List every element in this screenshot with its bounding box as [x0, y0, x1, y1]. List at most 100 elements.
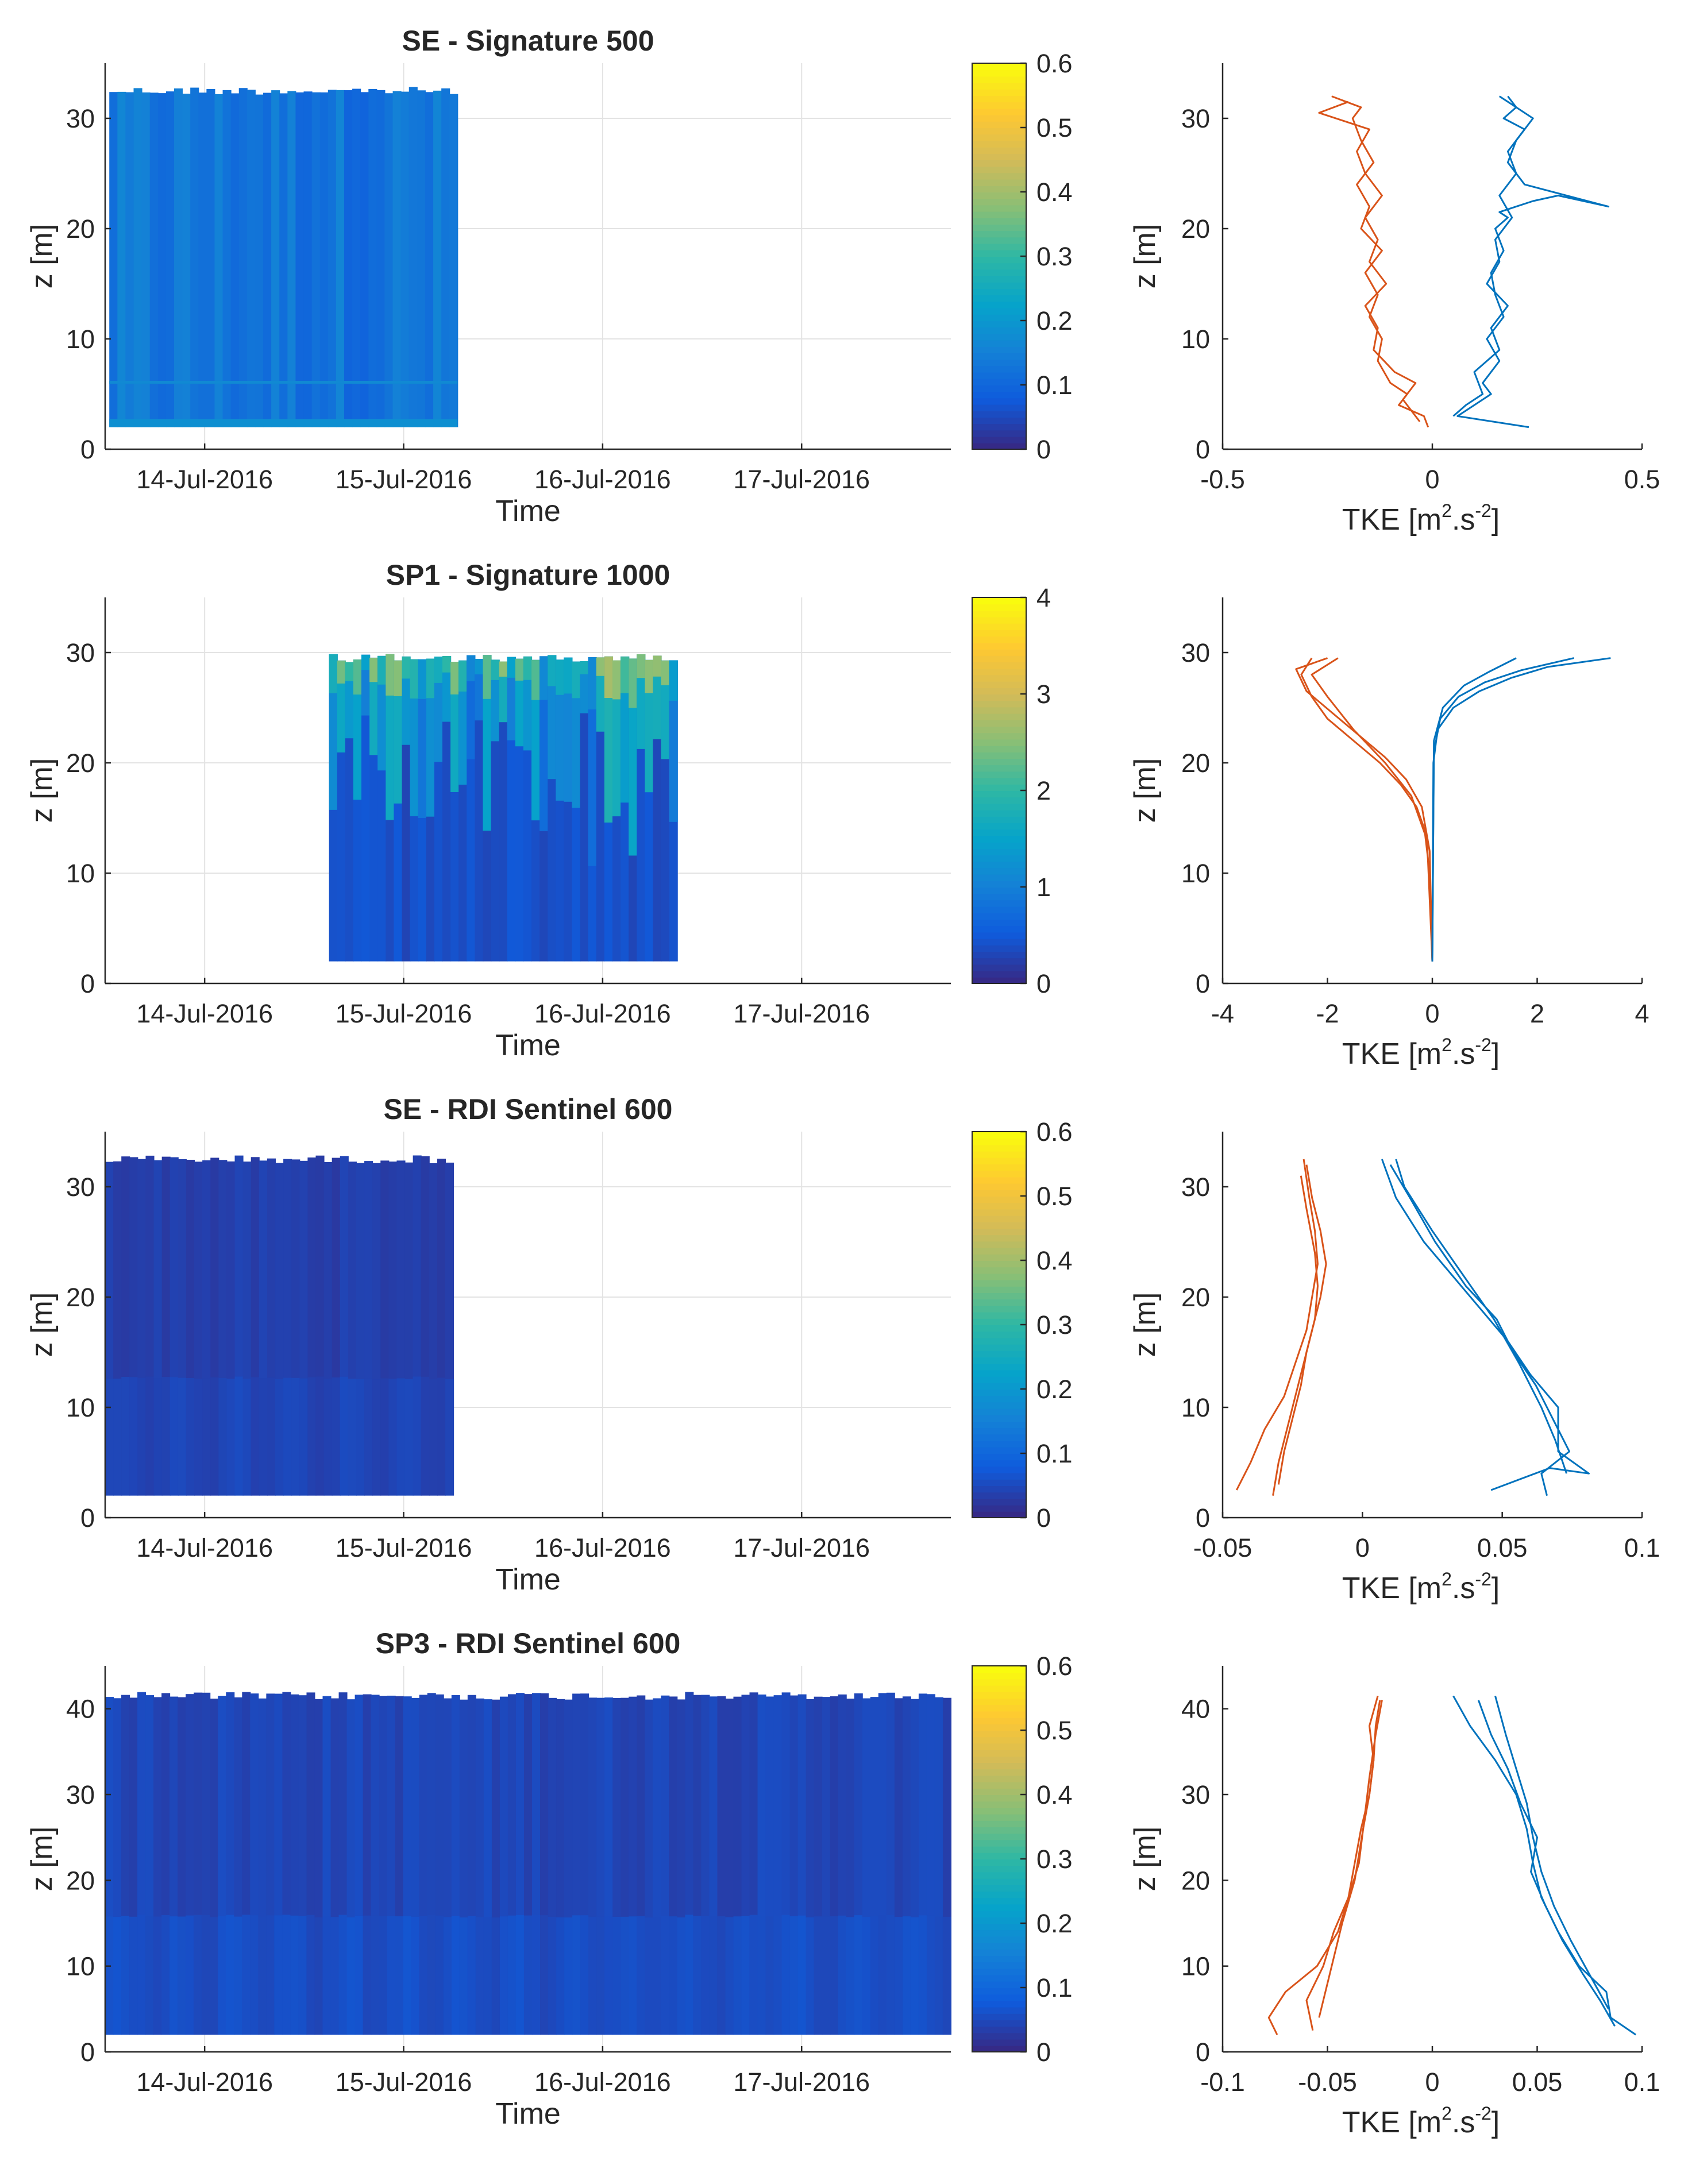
heatmap-cell [709, 1916, 718, 2035]
heatmap-cell [588, 1916, 598, 2035]
heatmap-cell [629, 1916, 638, 2035]
heatmap-cell [274, 1915, 283, 2035]
heatmap-cell [572, 661, 581, 808]
heatmap-cell [499, 1916, 508, 2035]
x-tick-label: 15-Jul-2016 [336, 2067, 472, 2097]
heatmap-cell [360, 92, 369, 427]
colorbar-swatch [972, 964, 1026, 971]
x-tick-label: -2 [1316, 999, 1339, 1028]
heatmap-cell [846, 1917, 855, 2035]
colorbar-swatch [972, 610, 1026, 618]
colorbar-swatch [972, 1202, 1026, 1210]
heatmap-cell [186, 1915, 195, 2035]
heatmap-cell [372, 1379, 381, 1496]
heatmap-cell [580, 661, 589, 962]
colorbar-swatch [972, 1479, 1026, 1486]
colorbar-swatch [972, 230, 1026, 238]
colorbar-swatch [972, 1305, 1026, 1313]
colorbar-swatch [972, 1144, 1026, 1152]
heatmap-cell [121, 1376, 130, 1496]
colorbar-swatch [972, 1331, 1026, 1338]
colorbar-tick-label: 0.6 [1036, 1117, 1073, 1147]
heatmap-cell [105, 1916, 114, 2035]
colorbar-swatch [972, 1936, 1026, 1943]
y-axis-label: z [m] [1128, 1292, 1162, 1357]
y-tick-label: 0 [1196, 435, 1210, 464]
colorbar-swatch [972, 1839, 1026, 1847]
orange-profile-line [1277, 1175, 1319, 1485]
heatmap-cell [210, 1917, 219, 2035]
colorbar-tick-label: 2 [1036, 776, 1051, 805]
colorbar-swatch [972, 887, 1026, 894]
heatmap-cell [250, 1915, 259, 2035]
colorbar-swatch [972, 1286, 1026, 1293]
colorbar-tick-label: 0.3 [1036, 1310, 1073, 1340]
colorbar-swatch [972, 1685, 1026, 1692]
y-tick-label: 10 [66, 1952, 95, 1981]
y-tick-label: 0 [1196, 2038, 1210, 2067]
colorbar-swatch [972, 1846, 1026, 1853]
blue-profile-line [1389, 1164, 1570, 1496]
x-axis-label-part: .s [1452, 1572, 1475, 1605]
heatmap-cell [421, 1376, 430, 1496]
colorbar-swatch [972, 1730, 1026, 1738]
heatmap-cell [418, 659, 427, 699]
colorbar-swatch [972, 816, 1026, 823]
heatmap-cell [380, 1378, 390, 1496]
heatmap-cell [878, 1915, 887, 2035]
heatmap-cell [596, 1916, 606, 2035]
x-axis-label-part: .s [1452, 503, 1475, 537]
heatmap-panel-4: SP3 - RDI Sentinel 600 14-Jul-2016 15-Jul-… [25, 1627, 1073, 2131]
heatmap-cell [113, 1917, 122, 2035]
colorbar-swatch [972, 1711, 1026, 1718]
heatmap-cell [267, 1377, 276, 1496]
colorbar-swatch [972, 668, 1026, 676]
colorbar-swatch [972, 295, 1026, 302]
colorbar-swatch [972, 835, 1026, 843]
y-axis-label: z [m] [25, 1827, 59, 1892]
colorbar-tick-label: 0 [1036, 435, 1051, 464]
colorbar-swatch [972, 1138, 1026, 1145]
heatmap-cell [475, 1917, 484, 2035]
x-tick-label: 0.05 [1477, 1533, 1528, 1562]
colorbar-swatch [972, 790, 1026, 798]
y-tick-label: 30 [1181, 1172, 1210, 1202]
heatmap-cell [445, 1379, 454, 1496]
heatmap-cell [645, 1917, 654, 2035]
colorbar-swatch [972, 1666, 1026, 1673]
x-axis-label-part: TKE [m [1342, 2106, 1442, 2139]
heatmap-cell [467, 655, 476, 681]
heatmap-cell [363, 1915, 372, 2035]
colorbar-swatch [972, 88, 1026, 96]
colorbar-tick-label: 0.5 [1036, 113, 1073, 142]
colorbar-swatch [972, 919, 1026, 927]
heatmap-cell [157, 93, 167, 427]
colorbar-swatch [972, 436, 1026, 443]
y-tick-label: 0 [80, 435, 95, 464]
colorbar-swatch [972, 417, 1026, 425]
colorbar-tick-label: 0.3 [1036, 242, 1073, 271]
colorbar-swatch [972, 172, 1026, 180]
heatmap-cell [612, 1916, 622, 2035]
y-tick-label: 10 [66, 859, 95, 888]
colorbar-swatch [972, 114, 1026, 122]
heatmap-cell [194, 1915, 203, 2035]
heatmap-cell [361, 654, 371, 962]
colorbar-swatch [972, 784, 1026, 791]
heatmap-cell [515, 658, 524, 681]
colorbar-swatch [972, 430, 1026, 437]
heatmap-cell [322, 1916, 332, 2035]
heatmap-cell [395, 1916, 404, 2035]
y-tick-label: 20 [66, 214, 95, 244]
colorbar-swatch [972, 2006, 1026, 2014]
colorbar-swatch [972, 1132, 1026, 1139]
colorbar-swatch [972, 1910, 1026, 1917]
heatmap-cell [396, 1378, 406, 1496]
colorbar-swatch [972, 1427, 1026, 1435]
heatmap-cell [531, 659, 541, 700]
heatmap-cell [340, 1376, 349, 1496]
heatmap-cell [637, 1916, 646, 2035]
colorbar-swatch [972, 842, 1026, 849]
heatmap-cell [356, 1379, 365, 1496]
